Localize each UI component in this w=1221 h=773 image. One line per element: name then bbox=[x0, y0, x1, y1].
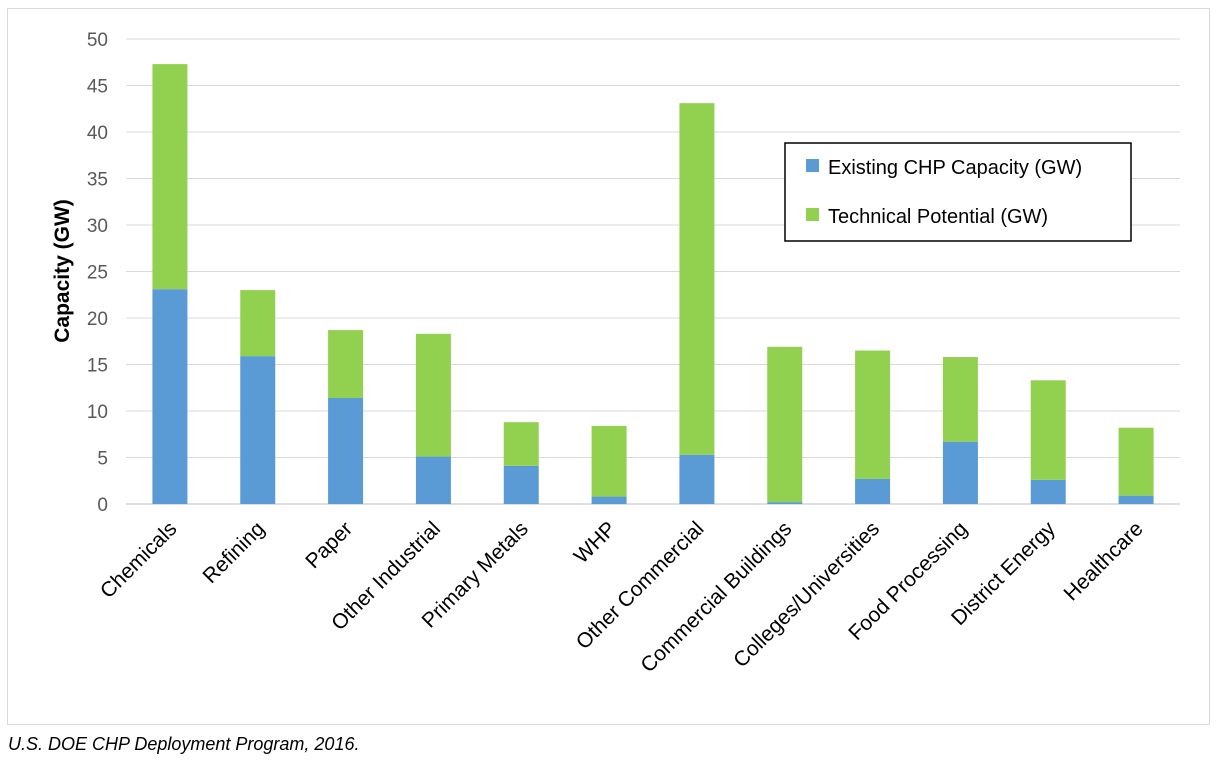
bar-technical-potential bbox=[240, 290, 276, 357]
legend-swatch bbox=[806, 208, 819, 221]
bar-technical-potential bbox=[679, 103, 715, 455]
x-tick-label: WHP bbox=[570, 517, 621, 568]
bar-existing-capacity bbox=[679, 454, 715, 504]
y-axis-label: Capacity (GW) bbox=[51, 199, 74, 343]
bar-existing-capacity bbox=[503, 465, 539, 504]
bar-existing-capacity bbox=[152, 289, 188, 504]
legend-box bbox=[784, 142, 1132, 242]
bar-technical-potential bbox=[1118, 427, 1154, 496]
x-tick-label: Healthcare bbox=[1060, 517, 1148, 605]
y-tick-label: 25 bbox=[87, 263, 108, 284]
legend: Existing CHP Capacity (GW) Technical Pote… bbox=[784, 142, 1132, 242]
gridlines bbox=[126, 38, 1180, 505]
y-tick-label: 0 bbox=[97, 495, 108, 516]
bar-existing-capacity bbox=[1118, 495, 1154, 504]
bar-existing-capacity bbox=[591, 496, 627, 504]
y-tick-label: 35 bbox=[87, 170, 108, 191]
x-tick-label: Refining bbox=[199, 517, 270, 588]
legend-label: Existing CHP Capacity (GW) bbox=[828, 157, 1082, 179]
bar-technical-potential bbox=[1030, 380, 1066, 480]
bar-existing-capacity bbox=[240, 356, 276, 504]
x-tick-label: Colleges/Universities bbox=[729, 517, 884, 672]
source-note: U.S. DOE CHP Deployment Program, 2016. bbox=[8, 734, 360, 754]
legend-swatch bbox=[806, 159, 819, 172]
bar-technical-potential bbox=[942, 357, 978, 442]
legend-label: Technical Potential (GW) bbox=[828, 206, 1048, 228]
bar-technical-potential bbox=[591, 425, 627, 497]
bar-technical-potential bbox=[152, 64, 188, 290]
bar-existing-capacity bbox=[855, 478, 891, 504]
y-tick-label: 20 bbox=[87, 309, 108, 330]
y-tick-label: 10 bbox=[87, 402, 108, 423]
bar-technical-potential bbox=[767, 346, 803, 503]
bar-technical-potential bbox=[415, 333, 451, 457]
bar-technical-potential bbox=[855, 350, 891, 479]
bar-existing-capacity bbox=[942, 441, 978, 504]
y-axis-ticks: 0 5 10 15 20 25 30 35 40 45 50 bbox=[87, 30, 108, 516]
stacked-bar-chart: 0 5 10 15 20 25 30 35 40 45 50 Chemicals Refining Pa… bbox=[51, 30, 1180, 677]
bars bbox=[152, 64, 1154, 504]
y-tick-label: 40 bbox=[87, 123, 108, 144]
bar-technical-potential bbox=[328, 330, 364, 398]
bar-existing-capacity bbox=[767, 502, 803, 504]
y-tick-label: 15 bbox=[87, 356, 108, 377]
chart-frame bbox=[7, 8, 1210, 725]
x-tick-label: Commercial Buildings bbox=[636, 517, 796, 677]
y-tick-label: 45 bbox=[87, 77, 108, 98]
bar-existing-capacity bbox=[328, 397, 364, 504]
x-tick-label: Chemicals bbox=[96, 517, 182, 603]
bar-technical-potential bbox=[503, 422, 539, 466]
bar-existing-capacity bbox=[415, 456, 451, 504]
x-tick-label: Paper bbox=[301, 517, 357, 573]
bar-existing-capacity bbox=[1030, 479, 1066, 504]
y-tick-label: 50 bbox=[87, 30, 108, 51]
y-tick-label: 5 bbox=[97, 449, 108, 470]
y-tick-label: 30 bbox=[87, 216, 108, 237]
